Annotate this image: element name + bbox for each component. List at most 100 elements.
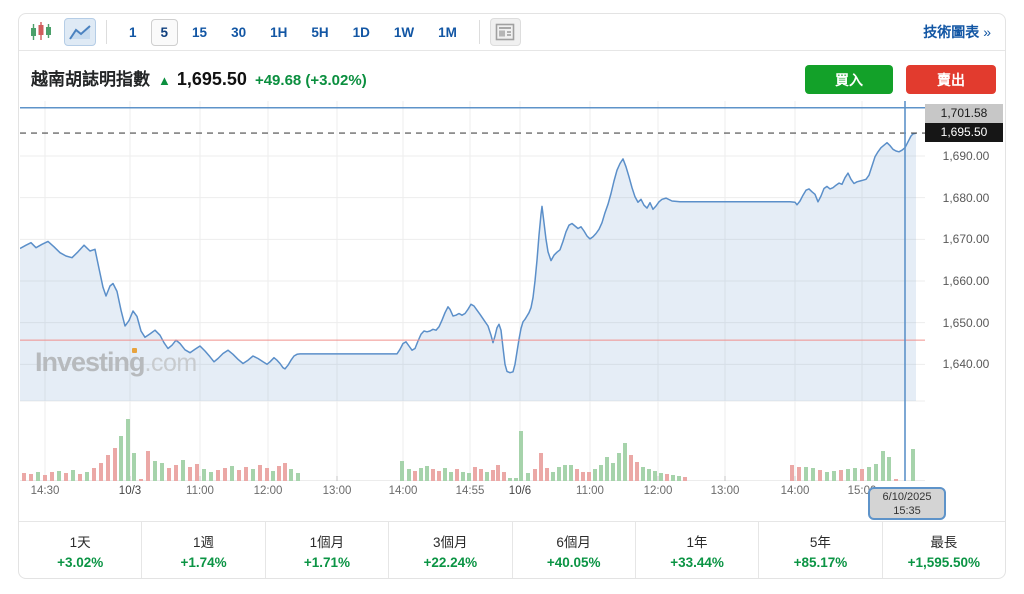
price-axis-label: 1,690.00 <box>942 149 990 163</box>
volume-bar <box>50 472 54 481</box>
volume-bar <box>485 472 489 481</box>
volume-bar <box>881 451 885 481</box>
volume-bar <box>437 471 441 481</box>
price-line <box>20 132 917 374</box>
volume-bar <box>283 463 287 481</box>
period-value: +40.05% <box>546 554 601 570</box>
volume-bar <box>461 472 465 481</box>
volume-bar <box>846 469 850 481</box>
change-value: +49.68 <box>254 72 302 89</box>
price-axis-label: 1,650.00 <box>942 315 990 330</box>
volume-bar <box>623 443 627 481</box>
interval-5[interactable]: 5 <box>150 18 179 46</box>
time-axis-label: 11:00 <box>186 485 214 497</box>
volume-bar <box>57 471 61 481</box>
volume-bar <box>153 461 157 481</box>
volume-bar <box>467 473 471 481</box>
period-label: 6個月 <box>556 534 591 550</box>
volume-bar <box>551 472 555 481</box>
price-axis-label: 1,660.00 <box>942 274 990 288</box>
period-label: 5年 <box>809 534 831 550</box>
interval-15[interactable]: 15 <box>192 24 208 40</box>
volume-bar <box>160 463 164 481</box>
period-value: +3.02% <box>57 554 104 570</box>
volume-bar <box>473 467 477 481</box>
period-label: 3個月 <box>433 534 468 550</box>
volume-bar <box>581 472 585 481</box>
volume-bar <box>230 466 234 481</box>
volume-bar <box>797 467 801 481</box>
buy-button[interactable]: 買入 <box>805 65 893 94</box>
volume-bar <box>853 468 857 481</box>
interval-1d[interactable]: 1D <box>352 24 370 40</box>
area-chart-button[interactable] <box>64 18 96 46</box>
volume-bar <box>593 469 597 481</box>
period-cell: 3個月 +22.24% <box>389 522 513 578</box>
volume-bar <box>804 467 808 481</box>
volume-bar <box>599 465 603 481</box>
volume-bar <box>449 472 453 481</box>
volume-bar <box>64 473 68 481</box>
time-axis: 14:30 10/3 11:00 12:00 13:00 14:00 14:55 10/6 11… <box>20 485 925 503</box>
interval-5h[interactable]: 5H <box>311 24 329 40</box>
volume-bar <box>29 474 33 481</box>
volume-bar <box>419 468 423 481</box>
period-label: 最長 <box>930 534 958 550</box>
period-value: +1.74% <box>180 554 227 570</box>
volume-bar <box>659 473 663 481</box>
volume-bar <box>223 468 227 481</box>
sell-button[interactable]: 賣出 <box>906 65 996 94</box>
technical-chart-link[interactable]: 技術圖表» <box>923 22 995 42</box>
newspaper-icon <box>496 23 515 41</box>
price-chart[interactable] <box>20 101 925 481</box>
volume-bar <box>22 473 26 481</box>
time-axis-label: 12:00 <box>643 485 673 497</box>
time-axis-label: 14:00 <box>388 485 418 497</box>
volume-bar <box>491 470 495 481</box>
volume-bar <box>92 468 96 481</box>
period-cell: 1週 +1.74% <box>142 522 266 578</box>
volume-bar <box>526 473 530 481</box>
volume-bar <box>587 472 591 481</box>
up-arrow-icon: ▲ <box>158 73 171 88</box>
time-axis-label: 11:00 <box>576 485 604 497</box>
volume-bar <box>146 451 150 481</box>
period-cell: 6個月 +40.05% <box>513 522 636 578</box>
volume-bar <box>825 472 829 481</box>
volume-bar <box>665 474 669 481</box>
period-cell: 1天 +3.02% <box>19 522 143 578</box>
time-axis-label: 13:00 <box>710 485 740 497</box>
interval-1w[interactable]: 1W <box>393 24 415 40</box>
volume-bar <box>653 471 657 481</box>
area-chart-icon <box>69 25 91 40</box>
time-axis-label: 10/6 <box>508 485 532 497</box>
volume-bar <box>113 448 117 481</box>
interval-1m[interactable]: 1M <box>438 24 457 40</box>
volume-bar <box>407 469 411 481</box>
period-value: +22.24% <box>423 554 478 570</box>
volume-bar <box>167 468 171 481</box>
time-axis-label: 14:30 <box>30 485 60 497</box>
volume-bar <box>508 478 512 481</box>
volume-bar <box>425 466 429 481</box>
volume-bar <box>174 465 178 481</box>
volume-bar <box>119 436 123 481</box>
interval-1h[interactable]: 1H <box>270 24 288 40</box>
news-view-button[interactable] <box>489 18 521 46</box>
volume-bar <box>887 457 891 481</box>
volume-bar <box>132 453 136 481</box>
volume-bar <box>545 468 549 481</box>
volume-bar <box>629 455 633 481</box>
volume-bar <box>431 469 435 481</box>
interval-1[interactable]: 1 <box>129 24 137 40</box>
volume-bar <box>683 477 687 481</box>
chart-area: Investing.com 1,690.00 1,680.00 1,670.00 1,… <box>19 101 1005 523</box>
interval-30[interactable]: 30 <box>231 24 247 40</box>
volume-bar <box>539 453 543 481</box>
chart-widget: 1 5 15 30 1H 5H 1D 1W 1M 技術圖表» 越南胡誌明指數 ▲ 1,695.5… <box>18 13 1006 579</box>
candlestick-chart-button[interactable] <box>26 18 56 46</box>
volume-bar <box>244 467 248 481</box>
volume-bar <box>519 431 523 481</box>
volume-bar <box>479 469 483 481</box>
volume-bar <box>811 468 815 481</box>
